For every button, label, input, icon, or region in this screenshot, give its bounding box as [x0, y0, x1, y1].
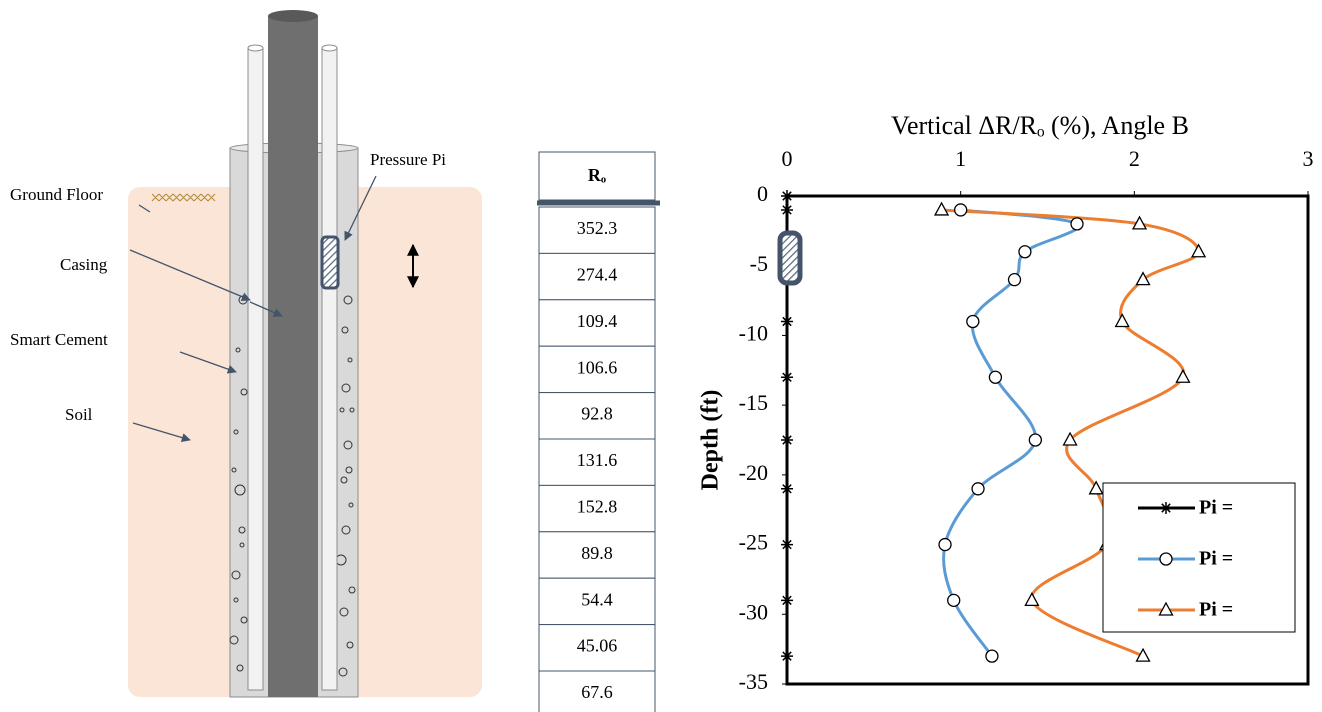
marker-circle [1160, 553, 1172, 565]
x-tick-label: 2 [1129, 146, 1140, 171]
table-value: 106.6 [577, 357, 618, 377]
table-value: 67.6 [581, 682, 613, 702]
marker-circle [986, 650, 998, 662]
y-tick-label: -10 [739, 320, 768, 345]
marker-circle [972, 483, 984, 495]
marker-triangle [1192, 245, 1205, 257]
label-casing: Casing [60, 255, 108, 274]
tube-top [248, 45, 263, 51]
y-tick-label: -25 [739, 530, 768, 555]
marker-circle [948, 594, 960, 606]
table-value: 92.8 [581, 404, 613, 424]
marker-circle [955, 204, 967, 216]
marker-triangle [1025, 593, 1038, 605]
casing [268, 16, 318, 697]
sensor-icon [780, 233, 800, 283]
marker-star [1160, 502, 1172, 514]
table-value: 352.3 [577, 218, 618, 238]
label-pressure: Pressure Pi [370, 150, 446, 169]
chart-title: Vertical ΔR/Rₒ (%), Angle B [891, 111, 1189, 140]
legend-label: Pi = [1199, 599, 1233, 621]
y-tick-label: -15 [739, 390, 768, 415]
casing-top [268, 10, 318, 22]
x-tick-label: 0 [782, 146, 793, 171]
page: Ground Floor Casing Smart Cement Soil Pr… [0, 0, 1322, 712]
marker-triangle [1176, 370, 1189, 382]
y-tick-label: -20 [739, 460, 768, 485]
depth-chart: Vertical ΔR/Rₒ (%), Angle B Depth (ft) 0 1 2… [698, 111, 1314, 694]
tube-top [322, 45, 337, 51]
tube [248, 48, 263, 690]
legend-label: Pi = [1199, 497, 1233, 519]
legend-label: Pi = [1199, 548, 1233, 570]
marker-triangle [1116, 314, 1129, 326]
pressure-sensor [322, 237, 338, 288]
marker-circle [1009, 274, 1021, 286]
y-tick-label: -35 [739, 669, 768, 694]
figure: Ground Floor Casing Smart Cement Soil Pr… [0, 0, 1322, 712]
label-smart-cement: Smart Cement [10, 330, 108, 349]
ro-table: Rₒ 352.3 274.4 109.4 106.6 92.8 131.6 152.8 89.… [537, 152, 660, 712]
table-value: 274.4 [577, 265, 618, 285]
marker-circle [1029, 434, 1041, 446]
marker-circle [1071, 218, 1083, 230]
table-value: 89.8 [581, 543, 613, 563]
marker-triangle [1137, 273, 1150, 285]
marker-circle [1019, 246, 1031, 258]
label-soil: Soil [65, 405, 93, 424]
y-tick-label: 0 [757, 181, 768, 206]
marker-circle [967, 315, 979, 327]
table-header: Rₒ [588, 165, 606, 185]
tube [322, 48, 337, 690]
label-ground-floor: Ground Floor [10, 185, 103, 204]
table-value: 54.4 [581, 589, 613, 609]
y-tick-label: -30 [739, 599, 768, 624]
table-value: 131.6 [577, 450, 618, 470]
x-tick-label: 3 [1303, 146, 1314, 171]
table-value: 45.06 [577, 636, 618, 656]
marker-circle [939, 539, 951, 551]
marker-circle [989, 371, 1001, 383]
y-axis-label: Depth (ft) [698, 390, 724, 491]
table-value: 152.8 [577, 497, 618, 517]
well-diagram: Ground Floor Casing Smart Cement Soil Pr… [10, 10, 482, 697]
y-tick-label: -5 [750, 251, 768, 276]
table-value: 109.4 [577, 311, 618, 331]
x-tick-label: 1 [955, 146, 966, 171]
